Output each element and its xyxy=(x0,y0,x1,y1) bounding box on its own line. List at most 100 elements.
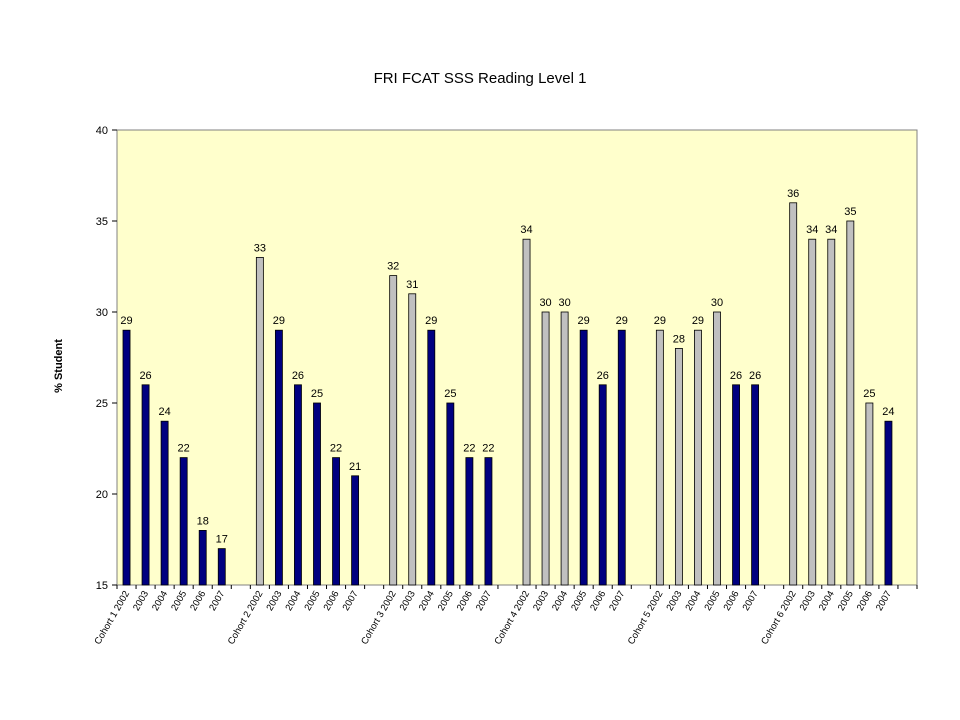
x-axis: Cohort 1 200220032004200520062007Cohort … xyxy=(92,585,918,647)
bar-value-label: 30 xyxy=(711,297,723,309)
bar-value-label: 29 xyxy=(120,315,132,327)
bar-value-label: 22 xyxy=(178,443,190,455)
bar xyxy=(484,457,493,586)
bar xyxy=(674,347,683,586)
bar xyxy=(294,384,302,586)
x-tick-label: 2007 xyxy=(341,589,361,613)
y-tick-label: 15 xyxy=(96,580,108,592)
bar-value-label: 35 xyxy=(844,206,856,218)
x-tick-label: 2005 xyxy=(703,589,723,613)
bar xyxy=(255,256,264,586)
x-tick-label: 2006 xyxy=(722,589,742,613)
bar xyxy=(789,202,798,586)
bar-value-label: 26 xyxy=(597,370,609,382)
x-tick-label: 2003 xyxy=(264,589,284,613)
bar-value-label: 25 xyxy=(444,388,456,400)
bar xyxy=(122,329,131,586)
x-tick-label: 2004 xyxy=(417,589,437,613)
bar-value-label: 32 xyxy=(387,261,399,273)
bar-value-label: 29 xyxy=(273,315,285,327)
x-tick-label: 2003 xyxy=(798,589,818,613)
x-tick-label: 2006 xyxy=(322,589,342,613)
bar-value-label: 26 xyxy=(292,370,304,382)
x-tick-label: 2006 xyxy=(855,589,875,613)
bar xyxy=(522,238,531,586)
bar xyxy=(408,293,417,586)
x-tick-label: 2005 xyxy=(436,589,456,613)
chart-title: FRI FCAT SSS Reading Level 1 xyxy=(373,70,587,87)
bar xyxy=(751,384,760,586)
x-tick-label: 2006 xyxy=(588,589,608,613)
bar-value-label: 25 xyxy=(311,388,323,400)
bar-value-label: 31 xyxy=(406,279,418,291)
x-tick-label: Cohort 1 2002 xyxy=(92,589,132,647)
y-tick-label: 30 xyxy=(96,307,108,319)
x-tick-label: 2004 xyxy=(683,589,703,613)
x-tick-label: 2007 xyxy=(207,589,227,613)
y-tick-label: 20 xyxy=(96,489,108,501)
bar xyxy=(351,475,360,586)
x-tick-label: Cohort 6 2002 xyxy=(759,589,799,647)
bar-value-label: 22 xyxy=(482,443,494,455)
x-tick-label: Cohort 3 2002 xyxy=(359,589,399,647)
bar xyxy=(160,420,169,586)
bar xyxy=(694,329,702,586)
x-tick-label: 2003 xyxy=(398,589,418,613)
bar xyxy=(846,220,855,586)
bar xyxy=(560,311,569,586)
bar-value-label: 29 xyxy=(578,315,590,327)
bar-value-label: 22 xyxy=(463,443,475,455)
x-tick-label: Cohort 5 2002 xyxy=(626,589,666,647)
bar-value-label: 34 xyxy=(825,224,837,236)
bar xyxy=(217,548,226,586)
bar xyxy=(141,384,150,586)
bar xyxy=(332,457,340,586)
bar xyxy=(274,329,283,586)
x-tick-label: 2005 xyxy=(303,589,323,613)
bar xyxy=(827,238,836,586)
x-tick-label: 2005 xyxy=(836,589,856,613)
plot-area xyxy=(116,129,918,586)
x-tick-label: 2007 xyxy=(741,589,761,613)
bar xyxy=(179,457,188,586)
x-tick-label: 2004 xyxy=(283,589,303,613)
x-tick-label: 2007 xyxy=(874,589,894,613)
bar-value-label: 34 xyxy=(806,224,818,236)
bar xyxy=(446,402,455,586)
bar xyxy=(465,457,474,586)
bar xyxy=(579,329,588,586)
bar-value-label: 34 xyxy=(520,224,532,236)
bar-value-label: 29 xyxy=(425,315,437,327)
bar xyxy=(808,238,817,586)
x-tick-label: 2004 xyxy=(150,589,170,613)
bar xyxy=(198,530,207,586)
y-tick-label: 40 xyxy=(96,125,108,137)
bar-value-label: 26 xyxy=(139,370,151,382)
bar xyxy=(713,311,721,586)
x-tick-label: 2006 xyxy=(188,589,208,613)
x-tick-label: 2004 xyxy=(817,589,837,613)
bar-value-label: 36 xyxy=(787,188,799,200)
bar-value-label: 29 xyxy=(616,315,628,327)
bar xyxy=(389,275,398,586)
bar-value-label: 25 xyxy=(863,388,875,400)
bar-value-label: 17 xyxy=(216,534,228,546)
bar-value-label: 33 xyxy=(254,242,266,254)
x-tick-label: Cohort 4 2002 xyxy=(492,589,532,647)
bar xyxy=(732,384,740,586)
x-tick-label: 2004 xyxy=(550,589,570,613)
bar xyxy=(427,329,436,586)
bar-value-label: 26 xyxy=(749,370,761,382)
bar-value-label: 29 xyxy=(654,315,666,327)
bar xyxy=(884,420,893,586)
bar xyxy=(313,402,321,586)
bar-value-label: 26 xyxy=(730,370,742,382)
x-tick-label: 2003 xyxy=(131,589,151,613)
bar-value-label: 22 xyxy=(330,443,342,455)
bar xyxy=(598,384,607,586)
bar-value-label: 29 xyxy=(692,315,704,327)
y-tick-label: 35 xyxy=(96,216,108,228)
bar-value-label: 30 xyxy=(539,297,551,309)
x-tick-label: 2007 xyxy=(607,589,627,613)
